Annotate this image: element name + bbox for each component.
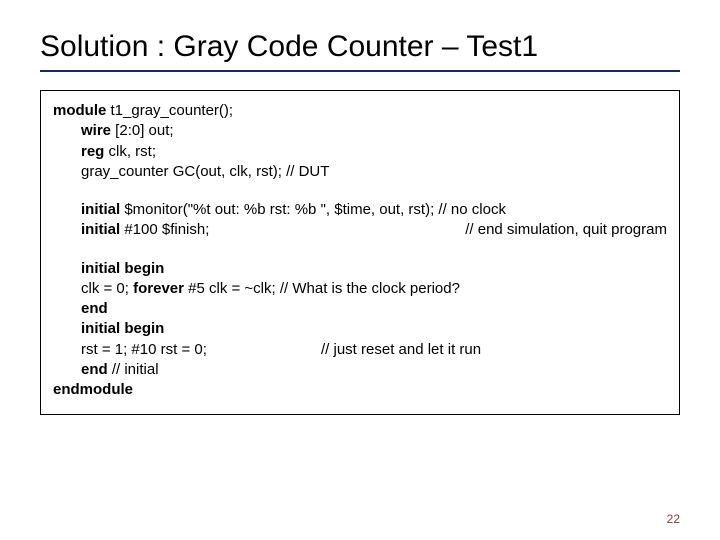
code-block: module t1_gray_counter(); wire [2:0] out… (40, 90, 680, 415)
page-number: 22 (667, 512, 680, 526)
code-line: initial #100 $finish; // end simulation, … (53, 220, 667, 240)
code-comment: // end simulation, quit program (465, 220, 667, 240)
keyword: module (53, 102, 106, 119)
code-text: // initial (108, 361, 159, 378)
code-line: initial begin (53, 259, 667, 279)
code-comment: // just reset and let it run (321, 340, 481, 360)
code-line: initial $monitor("%t out: %b rst: %b ", … (53, 200, 667, 220)
slide-title: Solution : Gray Code Counter – Test1 (40, 30, 680, 72)
code-text: gray_counter GC(out, clk, rst); // DUT (81, 163, 329, 180)
code-line: wire [2:0] out; (53, 121, 667, 141)
code-text: $monitor("%t out: %b rst: %b ", $time, o… (120, 201, 506, 218)
code-text: clk, rst; (104, 143, 156, 160)
keyword: initial begin (81, 320, 164, 337)
code-line: endmodule (53, 380, 667, 400)
code-text: clk = 0; (81, 280, 133, 297)
keyword: end (81, 300, 108, 317)
code-line: end (53, 299, 667, 319)
code-text: [2:0] out; (111, 122, 174, 139)
code-line: gray_counter GC(out, clk, rst); // DUT (53, 162, 667, 182)
code-text: rst = 1; #10 rst = 0; (81, 340, 321, 360)
code-line: end // initial (53, 360, 667, 380)
keyword: endmodule (53, 381, 133, 398)
code-line: clk = 0; forever #5 clk = ~clk; // What … (53, 279, 667, 299)
code-text: t1_gray_counter(); (106, 102, 233, 119)
code-text: #5 clk = ~clk; // What is the clock peri… (184, 280, 460, 297)
keyword: forever (133, 280, 184, 297)
keyword: initial begin (81, 260, 164, 277)
code-line: reg clk, rst; (53, 142, 667, 162)
keyword: wire (81, 122, 111, 139)
code-line: initial begin (53, 319, 667, 339)
code-line: rst = 1; #10 rst = 0;// just reset and l… (53, 340, 667, 360)
keyword: end (81, 361, 108, 378)
keyword: reg (81, 143, 104, 160)
keyword: initial (81, 201, 120, 218)
code-line: module t1_gray_counter(); (53, 101, 667, 121)
keyword: initial (81, 221, 120, 238)
code-text: #100 $finish; (120, 221, 209, 238)
